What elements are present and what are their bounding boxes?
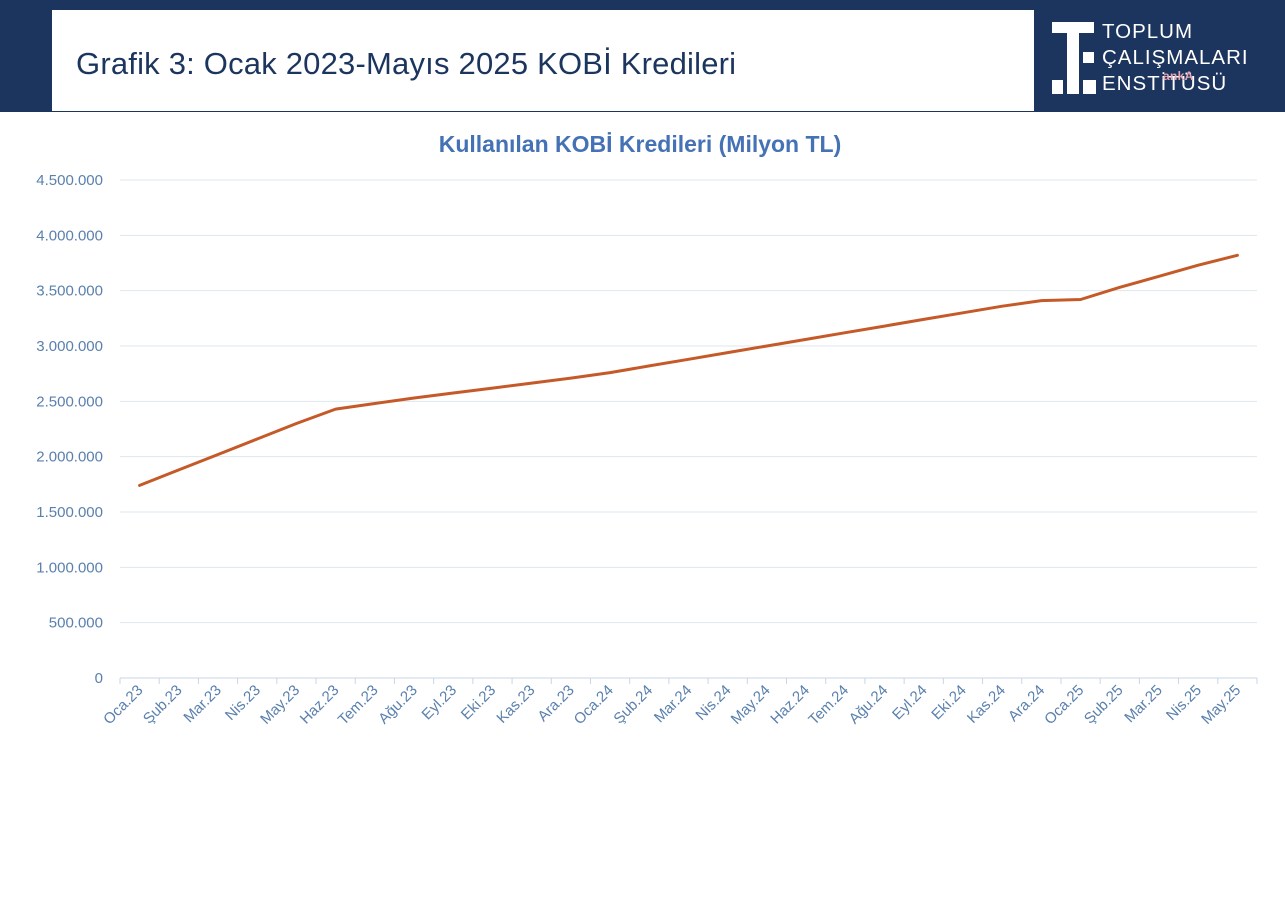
- x-tick-label: May.24: [728, 682, 774, 728]
- data-point: [216, 453, 220, 456]
- data-point: [1157, 275, 1161, 278]
- data-point: [1236, 254, 1239, 257]
- data-point: [334, 407, 337, 411]
- chart-title: Kullanılan KOBİ Kredileri (Milyon TL): [439, 131, 842, 157]
- data-point: [452, 391, 455, 395]
- x-tick-label: May.25: [1198, 682, 1244, 728]
- x-tick-label: Kas.23: [493, 682, 538, 727]
- x-tick-label: Tem.24: [805, 682, 852, 729]
- logo-line-1: TOPLUM: [1102, 20, 1194, 43]
- y-tick-label: 0: [95, 670, 103, 687]
- logo: TOPLUM ÇALIŞMALARI ENSTİTÜSÜ: [1034, 0, 1285, 112]
- x-tick-label: Mar.23: [180, 682, 224, 726]
- x-tick-label: Eki.24: [928, 682, 970, 724]
- data-point: [491, 386, 494, 390]
- x-tick-label: Kas.24: [964, 682, 1009, 727]
- data-point: [765, 344, 769, 348]
- data-point: [1079, 298, 1082, 301]
- x-tick-label: Eyl.24: [889, 682, 931, 724]
- y-tick-label: 500.000: [49, 615, 103, 632]
- x-tick-label: Oca.25: [1041, 682, 1087, 728]
- data-point: [804, 338, 808, 341]
- data-point: [961, 311, 965, 314]
- x-axis: Oca.23Şub.23Mar.23Nis.23May.23Haz.23Tem.…: [100, 678, 1258, 729]
- data-point: [412, 396, 416, 400]
- y-tick-label: 4.000.000: [36, 227, 103, 244]
- y-tick-label: 1.500.000: [36, 504, 103, 521]
- institute-logo-icon: [1052, 22, 1096, 94]
- data-point: [373, 402, 377, 405]
- x-tick-label: Ara.23: [534, 682, 577, 725]
- data-point: [922, 318, 925, 321]
- x-tick-label: Şub.25: [1081, 682, 1127, 728]
- title-box: Grafik 3: Ocak 2023-Mayıs 2025 KOBİ Kred…: [52, 10, 1034, 111]
- data-point: [608, 371, 612, 374]
- page-title: Grafik 3: Ocak 2023-Mayıs 2025 KOBİ Kred…: [76, 46, 737, 81]
- y-axis: 0 500.000 1.000.000 1.500.000 2.000.000 2.500…: [36, 172, 103, 687]
- x-tick-label: Ağu.24: [846, 682, 892, 728]
- logo-line-2: ÇALIŞMALARI: [1102, 46, 1249, 69]
- x-tick-label: Haz.23: [297, 682, 343, 728]
- x-tick-label: Haz.24: [767, 682, 813, 728]
- data-point: [883, 324, 886, 328]
- data-point: [1118, 286, 1121, 289]
- y-tick-label: 2.500.000: [36, 393, 103, 410]
- x-tick-label: Mar.24: [651, 682, 695, 726]
- line-chart: Kullanılan KOBİ Kredileri (Milyon TL) 0 5…: [36, 131, 1258, 729]
- watermark: ankA: [1163, 69, 1194, 83]
- y-tick-label: 3.000.000: [36, 338, 103, 355]
- series-group: [138, 253, 1239, 487]
- x-tick-label: Ağu.23: [375, 682, 421, 728]
- data-point: [1000, 304, 1004, 308]
- x-tick-label: Mar.25: [1121, 682, 1165, 726]
- grid-lines: [120, 179, 1257, 679]
- x-tick-label: Ara.24: [1005, 682, 1048, 725]
- y-tick-label: 3.500.000: [36, 283, 103, 300]
- data-point: [726, 351, 729, 354]
- header-bar: Grafik 3: Ocak 2023-Mayıs 2025 KOBİ Kred…: [0, 0, 1285, 112]
- data-point: [256, 437, 259, 441]
- x-tick-label: Eki.23: [458, 682, 500, 724]
- x-tick-label: Tem.23: [335, 682, 382, 729]
- y-tick-label: 2.000.000: [36, 449, 103, 466]
- y-tick-label: 1.000.000: [36, 559, 103, 576]
- data-point: [844, 331, 847, 334]
- y-tick-label: 4.500.000: [36, 172, 103, 189]
- data-point: [1196, 264, 1200, 267]
- data-point: [1040, 299, 1043, 302]
- x-tick-label: Şub.23: [140, 682, 186, 728]
- data-point: [295, 422, 298, 425]
- series-line: [138, 253, 1239, 487]
- data-point: [530, 381, 533, 385]
- x-tick-label: Eyl.23: [419, 682, 461, 724]
- x-tick-label: Şub.24: [610, 682, 656, 728]
- data-point: [687, 358, 690, 361]
- data-point: [648, 364, 651, 368]
- data-point: [569, 376, 573, 380]
- x-tick-label: Oca.24: [571, 682, 617, 728]
- x-tick-label: May.23: [257, 682, 303, 728]
- x-tick-label: Oca.23: [100, 682, 146, 728]
- logo-line-3: ENSTİTÜSÜ: [1102, 72, 1228, 95]
- data-point: [138, 484, 141, 487]
- data-point: [177, 468, 181, 472]
